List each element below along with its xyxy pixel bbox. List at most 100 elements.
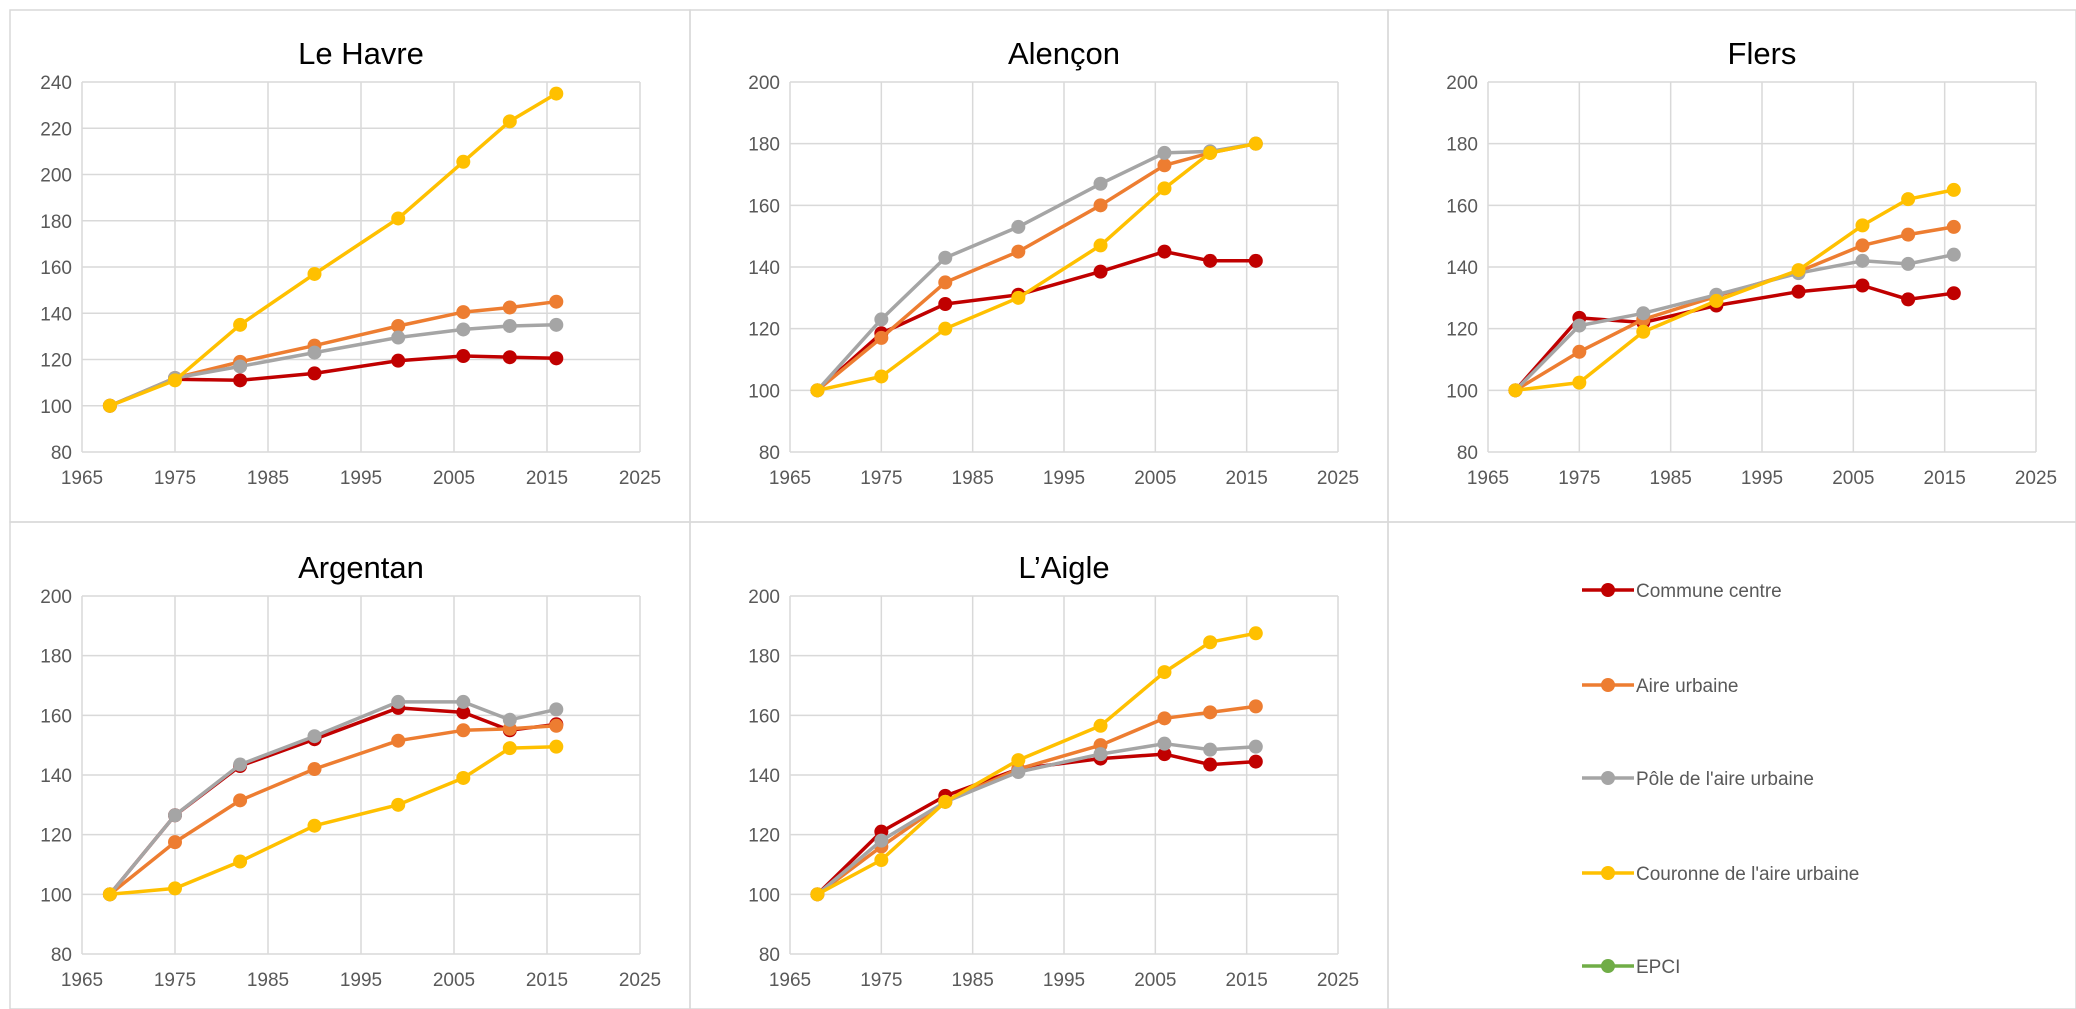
y-tick-label: 140 xyxy=(748,258,780,279)
x-tick-label: 1985 xyxy=(1650,468,1692,489)
legend-marker-couronne-de-l-aire-urbaine xyxy=(1601,866,1615,880)
data-point-couronne-de-l-aire-urbaine xyxy=(307,818,322,833)
y-tick-label: 180 xyxy=(748,647,780,668)
data-point-pole-de-l-aire-urbaine xyxy=(168,808,182,823)
data-point-aire-urbaine xyxy=(938,275,953,290)
x-tick-label: 1965 xyxy=(769,970,811,991)
chart-title: Le Havre xyxy=(298,36,424,71)
legend-label-aire-urbaine: Aire urbaine xyxy=(1636,676,1738,697)
data-point-couronne-de-l-aire-urbaine xyxy=(1791,263,1806,278)
data-point-aire-urbaine xyxy=(874,330,889,345)
y-tick-label: 180 xyxy=(748,135,780,156)
x-tick-label: 1975 xyxy=(154,970,196,991)
data-point-commune-centre xyxy=(391,353,406,368)
legend-marker-commune-centre xyxy=(1601,583,1615,597)
data-point-aire-urbaine xyxy=(549,294,564,309)
x-tick-label: 1995 xyxy=(1741,468,1783,489)
data-point-aire-urbaine xyxy=(1011,244,1026,259)
data-point-commune-centre xyxy=(1855,278,1870,293)
y-tick-label: 240 xyxy=(40,73,72,94)
data-point-couronne-de-l-aire-urbaine xyxy=(102,398,117,413)
x-tick-label: 1985 xyxy=(247,970,289,991)
series-line-pole-de-l-aire-urbaine xyxy=(816,741,1256,896)
data-point-commune-centre xyxy=(502,350,517,365)
x-tick-label: 1985 xyxy=(247,468,289,489)
chart-le-havre: Le Havre 80 100 120 140 160 180 200 220 240 1965 19… xyxy=(40,36,661,489)
x-tick-label: 1985 xyxy=(952,468,994,489)
data-point-pole-de-l-aire-urbaine xyxy=(549,702,564,717)
x-tick-label: 2015 xyxy=(1226,468,1268,489)
legend-label-commune-centre: Commune centre xyxy=(1636,581,1782,602)
x-tick-label: 2015 xyxy=(1924,468,1966,489)
data-point-couronne-de-l-aire-urbaine xyxy=(1709,293,1724,308)
x-tick-label: 1975 xyxy=(1558,468,1600,489)
data-point-aire-urbaine xyxy=(307,762,322,777)
series-line-pole-de-l-aire-urbaine xyxy=(109,323,557,408)
data-point-couronne-de-l-aire-urbaine xyxy=(102,887,117,902)
series-line-pole-de-l-aire-urbaine xyxy=(816,141,1257,392)
data-point-pole-de-l-aire-urbaine xyxy=(233,757,248,772)
chart-title: Flers xyxy=(1728,36,1797,71)
data-point-pole-de-l-aire-urbaine xyxy=(307,729,322,744)
data-point-couronne-de-l-aire-urbaine xyxy=(1093,718,1108,733)
data-point-aire-urbaine xyxy=(456,723,471,738)
data-point-pole-de-l-aire-urbaine xyxy=(1901,256,1916,271)
series-line-commune-centre xyxy=(1514,283,1955,392)
y-tick-label: 80 xyxy=(759,945,780,966)
y-tick-label: 120 xyxy=(1446,320,1478,341)
x-tick-label: 1995 xyxy=(1043,970,1085,991)
x-tick-label: 2025 xyxy=(619,970,661,991)
x-tick-label: 2005 xyxy=(1134,970,1176,991)
y-tick-label: 120 xyxy=(40,351,72,372)
data-point-aire-urbaine xyxy=(456,305,471,320)
data-point-couronne-de-l-aire-urbaine xyxy=(874,853,889,868)
x-tick-label: 2005 xyxy=(1134,468,1176,489)
y-tick-label: 160 xyxy=(1446,196,1478,217)
series-line-aire-urbaine xyxy=(109,299,557,408)
data-point-pole-de-l-aire-urbaine xyxy=(1011,219,1026,234)
data-point-pole-de-l-aire-urbaine xyxy=(233,359,248,374)
y-tick-label: 80 xyxy=(759,443,780,464)
series-line-commune-centre xyxy=(108,706,557,896)
data-point-pole-de-l-aire-urbaine xyxy=(456,694,471,709)
data-point-commune-centre xyxy=(1203,757,1218,772)
y-tick-label: 100 xyxy=(40,885,72,906)
y-tick-label: 120 xyxy=(40,826,72,847)
data-point-pole-de-l-aire-urbaine xyxy=(307,345,322,360)
data-point-couronne-de-l-aire-urbaine xyxy=(1855,218,1870,233)
data-point-aire-urbaine xyxy=(1203,705,1218,720)
y-tick-label: 220 xyxy=(40,119,72,140)
data-point-commune-centre xyxy=(1093,264,1108,279)
data-point-commune-centre xyxy=(1901,292,1916,307)
data-point-couronne-de-l-aire-urbaine xyxy=(1203,145,1218,160)
legend-label-epci: EPCI xyxy=(1636,957,1680,978)
series-line-aire-urbaine xyxy=(816,704,1257,896)
series-line-couronne-de-l-aire-urbaine xyxy=(109,92,558,408)
x-tick-label: 2025 xyxy=(1317,468,1359,489)
y-tick-label: 180 xyxy=(40,647,72,668)
data-point-pole-de-l-aire-urbaine xyxy=(391,330,406,345)
y-tick-label: 160 xyxy=(748,196,780,217)
data-point-couronne-de-l-aire-urbaine xyxy=(938,321,953,336)
x-tick-label: 2025 xyxy=(2015,468,2057,489)
data-point-couronne-de-l-aire-urbaine xyxy=(168,373,182,388)
y-tick-label: 100 xyxy=(1446,381,1478,402)
data-point-aire-urbaine xyxy=(502,300,517,315)
data-point-pole-de-l-aire-urbaine xyxy=(1093,176,1108,191)
data-point-commune-centre xyxy=(1946,286,1961,301)
series-line-couronne-de-l-aire-urbaine xyxy=(1515,188,1955,393)
y-tick-label: 200 xyxy=(748,73,780,94)
x-tick-label: 1965 xyxy=(61,468,103,489)
x-tick-label: 2015 xyxy=(526,970,568,991)
legend-label-couronne-de-l-aire-urbaine: Couronne de l'aire urbaine xyxy=(1636,864,1859,885)
legend-marker-epci xyxy=(1601,959,1615,973)
data-point-aire-urbaine xyxy=(1572,344,1587,359)
y-tick-label: 140 xyxy=(40,766,72,787)
x-tick-label: 1995 xyxy=(340,970,382,991)
data-point-commune-centre xyxy=(307,366,322,381)
data-point-pole-de-l-aire-urbaine xyxy=(1636,306,1651,321)
data-point-commune-centre xyxy=(456,705,471,720)
series-line-couronne-de-l-aire-urbaine xyxy=(816,631,1257,896)
data-point-aire-urbaine xyxy=(549,718,564,733)
